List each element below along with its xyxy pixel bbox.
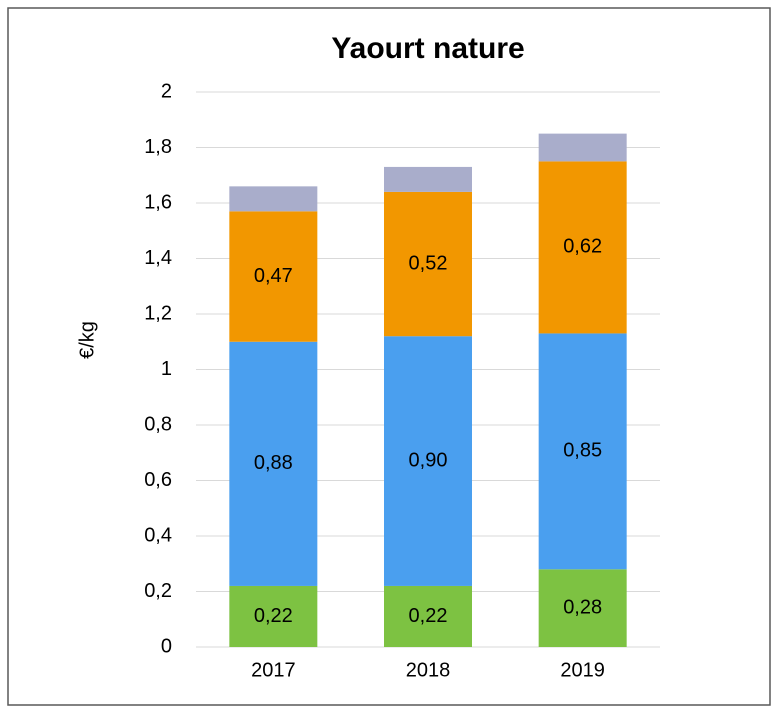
y-tick-label: 1,4 bbox=[144, 247, 172, 269]
data-label: 0,47 bbox=[254, 265, 293, 287]
y-tick-label: 1 bbox=[161, 358, 172, 380]
x-tick-label: 2018 bbox=[406, 659, 451, 681]
y-tick-label: 2 bbox=[161, 80, 172, 102]
y-axis-label: €/kg bbox=[76, 321, 98, 359]
y-tick-label: 0,4 bbox=[144, 524, 172, 546]
bar-segment bbox=[538, 133, 627, 162]
chart-title: Yaourt nature bbox=[331, 32, 524, 65]
x-tick-label: 2017 bbox=[251, 659, 296, 681]
bar-segment bbox=[538, 161, 627, 334]
data-label: 0,28 bbox=[563, 596, 602, 618]
bar-segment bbox=[384, 191, 472, 337]
data-label: 0,22 bbox=[254, 605, 293, 627]
data-label: 0,88 bbox=[254, 452, 293, 474]
bar-segment bbox=[384, 336, 472, 586]
bar-segment bbox=[384, 166, 472, 192]
bar-segment bbox=[538, 333, 627, 570]
data-label: 0,22 bbox=[409, 605, 448, 627]
bar-segment bbox=[229, 341, 318, 586]
y-tick-label: 0,8 bbox=[144, 413, 172, 435]
y-tick-label: 1,2 bbox=[144, 302, 172, 324]
y-tick-label: 1,8 bbox=[144, 136, 172, 158]
y-tick-label: 0,6 bbox=[144, 469, 172, 491]
x-tick-label: 2019 bbox=[560, 659, 605, 681]
y-tick-label: 0,2 bbox=[144, 580, 172, 602]
bar-segment bbox=[229, 211, 318, 342]
bar-segment bbox=[538, 569, 627, 647]
bar-segment bbox=[229, 585, 318, 647]
data-label: 0,62 bbox=[563, 236, 602, 258]
y-tick-label: 0 bbox=[161, 635, 172, 657]
data-label: 0,90 bbox=[409, 449, 448, 471]
data-label: 0,85 bbox=[563, 440, 602, 462]
y-tick-label: 1,6 bbox=[144, 191, 172, 213]
bar-segment bbox=[384, 585, 472, 647]
bar-segment bbox=[229, 186, 318, 212]
data-label: 0,52 bbox=[409, 252, 448, 274]
